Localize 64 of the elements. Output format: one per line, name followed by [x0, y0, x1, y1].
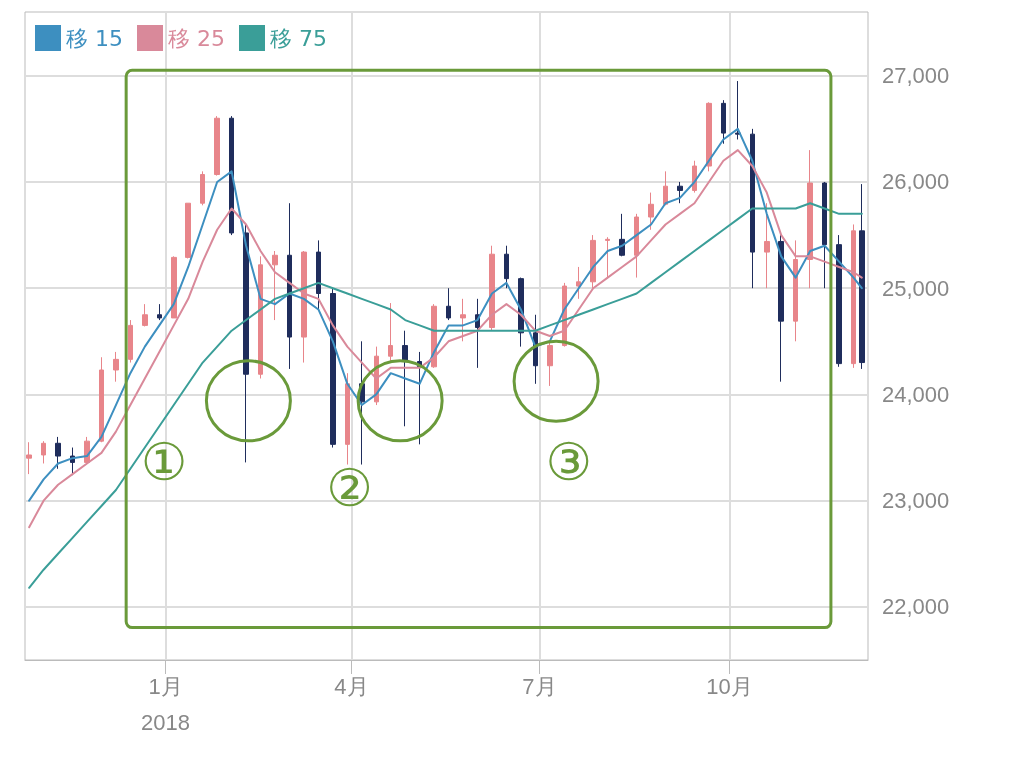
candlestick — [706, 101, 712, 172]
candlestick — [489, 245, 495, 332]
x-tick-label: 10月 — [706, 673, 753, 699]
candlestick — [735, 80, 741, 140]
candlestick — [547, 340, 553, 387]
candlestick — [287, 202, 292, 370]
y-tick-label: 22,000 — [882, 594, 950, 620]
candlestick — [229, 115, 234, 236]
candlestick — [851, 223, 856, 369]
x-tick-label: 1月 2018 — [141, 673, 190, 735]
candlestick — [142, 303, 148, 327]
candlestick — [99, 356, 104, 443]
candlestick — [345, 372, 350, 466]
x-tick-label: 4月 — [334, 673, 369, 699]
candlestick — [26, 441, 32, 475]
candlestick — [200, 170, 205, 206]
candlestick — [41, 440, 46, 464]
candlestick — [243, 223, 249, 463]
legend-label: 移 15 — [66, 25, 123, 51]
candlestick — [55, 436, 61, 470]
candlestick — [677, 181, 683, 204]
candlestick — [576, 266, 581, 300]
candlestick — [446, 287, 451, 321]
annotation: ② — [326, 457, 373, 518]
candlestick — [750, 128, 755, 289]
line-series — [28, 202, 863, 589]
x-tick-label: 7月 — [522, 673, 557, 699]
y-tick-label: 24,000 — [882, 381, 950, 407]
candlestick — [778, 234, 784, 383]
candlestick — [721, 99, 726, 145]
candlestick — [605, 236, 610, 279]
legend-label: 移 25 — [167, 25, 225, 51]
candlestick — [460, 298, 466, 342]
candlestick — [836, 234, 842, 368]
candlestick — [185, 202, 191, 259]
y-tick-label: 23,000 — [882, 488, 950, 514]
candlestick — [822, 181, 827, 289]
candlestick — [807, 149, 813, 289]
annotation: ③ — [545, 431, 593, 492]
annotation: ① — [140, 431, 188, 492]
y-tick-label: 26,000 — [882, 169, 950, 195]
candlestick — [417, 351, 422, 445]
candlestick — [128, 319, 133, 364]
candlestick — [113, 351, 119, 383]
candlestick — [330, 287, 336, 449]
candlestick — [504, 245, 509, 289]
y-tick-label: 25,000 — [882, 275, 950, 301]
candlestick — [316, 239, 321, 310]
candlestick — [258, 255, 263, 379]
candlestick — [301, 250, 307, 364]
legend-label: 移 75 — [269, 25, 327, 51]
candlestick — [590, 234, 596, 289]
candlestick — [764, 202, 770, 289]
candlestick — [634, 213, 639, 279]
candlestick — [793, 239, 798, 342]
candlestick — [648, 192, 654, 231]
candlestick — [272, 250, 278, 321]
candlestick — [859, 183, 865, 370]
candlestick — [171, 255, 177, 319]
candlestick — [663, 170, 668, 206]
candlestick — [402, 330, 408, 427]
y-tick-label: 27,000 — [882, 63, 950, 89]
candlestick — [214, 115, 220, 177]
candlestick — [157, 303, 162, 321]
